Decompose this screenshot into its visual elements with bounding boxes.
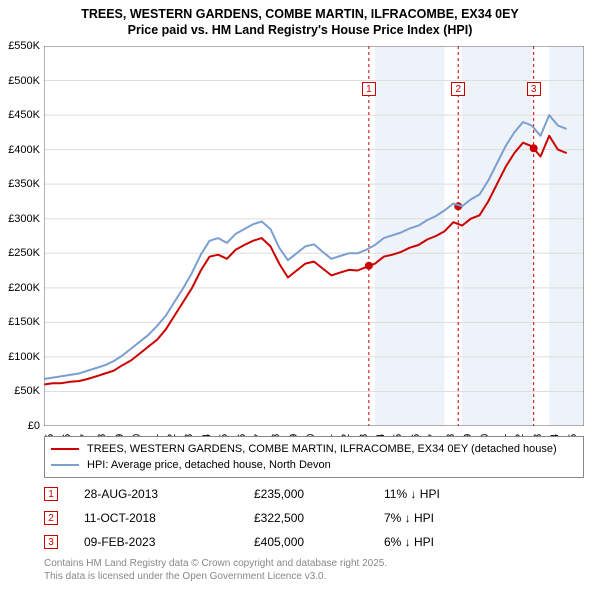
title-line1: TREES, WESTERN GARDENS, COMBE MARTIN, IL… <box>0 6 600 22</box>
sale-date-2: 11-OCT-2018 <box>84 511 254 525</box>
sale-hpi-2: 7% ↓ HPI <box>384 511 504 525</box>
sale-marker-2: 2 <box>44 511 58 525</box>
sale-hpi-1: 11% ↓ HPI <box>384 487 504 501</box>
footer-line2: This data is licensed under the Open Gov… <box>44 571 387 584</box>
chart-svg <box>44 46 584 426</box>
title-line2: Price paid vs. HM Land Registry's House … <box>0 22 600 38</box>
ytick-label: £450K <box>8 109 40 121</box>
sale-row-1: 1 28-AUG-2013 £235,000 11% ↓ HPI <box>44 482 584 506</box>
sale-row-3: 3 09-FEB-2023 £405,000 6% ↓ HPI <box>44 530 584 554</box>
legend-label-price-paid: TREES, WESTERN GARDENS, COMBE MARTIN, IL… <box>87 443 557 455</box>
legend-row-hpi: HPI: Average price, detached house, Nort… <box>51 457 577 473</box>
legend-label-hpi: HPI: Average price, detached house, Nort… <box>87 459 331 471</box>
ytick-label: £550K <box>8 40 40 52</box>
event-marker-3: 3 <box>527 82 541 96</box>
ytick-label: £400K <box>8 144 40 156</box>
legend: TREES, WESTERN GARDENS, COMBE MARTIN, IL… <box>44 436 584 478</box>
event-marker-2: 2 <box>451 82 465 96</box>
event-marker-1: 1 <box>362 82 376 96</box>
ytick-label: £250K <box>8 247 40 259</box>
legend-swatch-red <box>51 448 79 450</box>
sale-marker-3: 3 <box>44 535 58 549</box>
ytick-label: £100K <box>8 351 40 363</box>
ytick-label: £50K <box>14 385 40 397</box>
attribution-footer: Contains HM Land Registry data © Crown c… <box>44 558 387 583</box>
ytick-label: £500K <box>8 75 40 87</box>
legend-swatch-blue <box>51 464 79 466</box>
ytick-label: £0 <box>28 420 40 432</box>
sale-row-2: 2 11-OCT-2018 £322,500 7% ↓ HPI <box>44 506 584 530</box>
sale-marker-1: 1 <box>44 487 58 501</box>
ytick-label: £150K <box>8 316 40 328</box>
sale-date-3: 09-FEB-2023 <box>84 535 254 549</box>
sale-price-1: £235,000 <box>254 487 384 501</box>
chart-title: TREES, WESTERN GARDENS, COMBE MARTIN, IL… <box>0 0 600 39</box>
ytick-label: £350K <box>8 178 40 190</box>
ytick-label: £300K <box>8 213 40 225</box>
footer-line1: Contains HM Land Registry data © Crown c… <box>44 558 387 571</box>
price-chart: £0£50K£100K£150K£200K£250K£300K£350K£400… <box>44 46 584 426</box>
legend-row-price-paid: TREES, WESTERN GARDENS, COMBE MARTIN, IL… <box>51 441 577 457</box>
sale-date-1: 28-AUG-2013 <box>84 487 254 501</box>
sales-table: 1 28-AUG-2013 £235,000 11% ↓ HPI 2 11-OC… <box>44 482 584 554</box>
ytick-label: £200K <box>8 282 40 294</box>
sale-price-3: £405,000 <box>254 535 384 549</box>
sale-hpi-3: 6% ↓ HPI <box>384 535 504 549</box>
sale-price-2: £322,500 <box>254 511 384 525</box>
